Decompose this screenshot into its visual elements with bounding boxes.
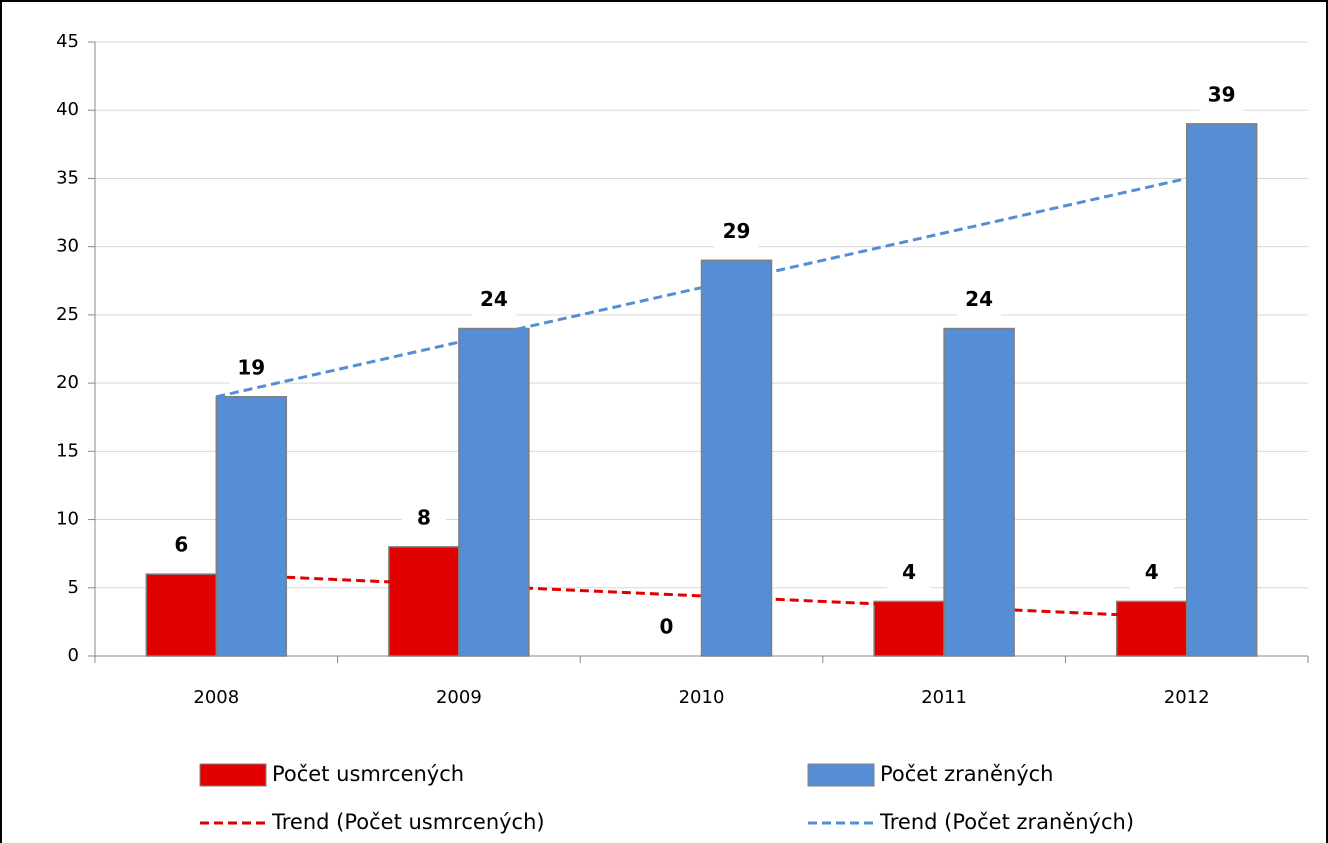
legend-label: Trend (Počet zraněných)	[879, 810, 1134, 834]
y-tick-label: 30	[56, 236, 79, 257]
y-tick-label: 25	[56, 304, 79, 325]
data-label-bg	[229, 353, 274, 384]
data-label: 24	[965, 287, 993, 311]
data-label-bg	[714, 217, 759, 248]
data-label: 39	[1208, 82, 1236, 106]
data-label: 0	[660, 615, 674, 639]
bar	[145, 573, 218, 657]
legend-swatch	[199, 763, 267, 787]
data-label-bg	[644, 613, 689, 643]
bar	[458, 327, 530, 657]
y-tick-label: 40	[56, 99, 79, 120]
bar	[943, 327, 1015, 657]
x-tick-label: 2012	[1164, 687, 1210, 708]
data-label-bg	[159, 531, 204, 562]
data-label-bg	[1129, 558, 1174, 589]
legend-label: Trend (Počet usmrcených)	[271, 810, 545, 834]
x-tick-label: 2011	[921, 687, 967, 708]
data-label-bg	[1199, 80, 1244, 111]
data-label: 8	[417, 505, 431, 529]
x-tick-label: 2010	[679, 687, 725, 708]
data-label: 19	[237, 355, 265, 379]
bar	[1185, 123, 1258, 657]
legend-label: Počet usmrcených	[272, 762, 464, 786]
data-label: 24	[480, 287, 508, 311]
bar	[388, 546, 460, 657]
trend-line	[216, 572, 1187, 620]
data-label: 4	[902, 560, 916, 584]
x-tick-label: 2008	[193, 687, 239, 708]
x-tick-label: 2009	[436, 687, 482, 708]
data-label-bg	[471, 285, 516, 316]
bar	[873, 600, 945, 657]
trend-line	[215, 176, 1188, 399]
y-tick-label: 5	[68, 577, 79, 598]
y-tick-label: 10	[56, 509, 79, 530]
data-label-bg	[401, 503, 446, 534]
bar	[700, 259, 773, 657]
y-tick-label: 15	[56, 440, 79, 461]
data-label: 6	[174, 533, 188, 557]
legend-swatch	[807, 763, 875, 787]
data-label-bg	[887, 558, 932, 589]
data-label: 4	[1145, 560, 1159, 584]
data-label: 29	[723, 219, 751, 243]
y-tick-label: 45	[56, 31, 79, 52]
data-label-bg	[957, 285, 1002, 316]
bar	[215, 396, 288, 657]
legend-label: Počet zraněných	[880, 762, 1054, 786]
bar	[1115, 600, 1188, 657]
y-tick-label: 35	[56, 167, 79, 188]
y-tick-label: 20	[56, 372, 79, 393]
y-tick-label: 0	[68, 645, 79, 666]
